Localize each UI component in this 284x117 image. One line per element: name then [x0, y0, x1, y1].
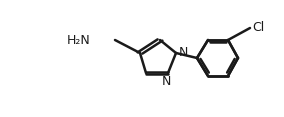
Text: N: N — [179, 46, 188, 59]
Text: H₂N: H₂N — [66, 33, 90, 46]
Text: N: N — [162, 75, 171, 88]
Text: Cl: Cl — [252, 21, 264, 34]
